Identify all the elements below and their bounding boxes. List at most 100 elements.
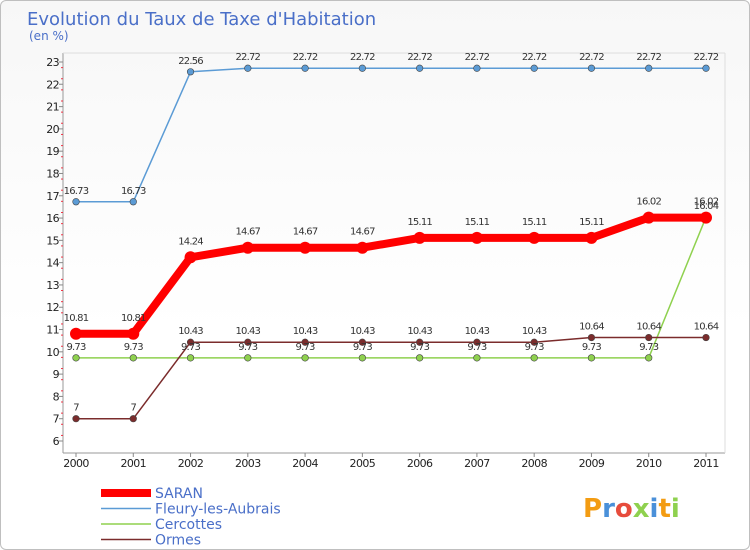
series-line-ormes [76,336,706,420]
data-label-fleury-les-aubrais: 22.72 [522,52,547,63]
data-label-ormes: 10.64 [636,322,661,333]
data-label-cercottes: 9.73 [467,342,487,353]
data-point-saran [528,231,541,244]
data-label-ormes: 7 [73,403,79,414]
data-label-cercottes: 9.73 [296,342,316,353]
data-point-cercottes [301,354,309,362]
data-label-ormes: 10.64 [694,322,719,333]
x-tick-label: 2004 [292,457,318,470]
data-point-cercottes [186,354,195,362]
y-tick-label: 6 [53,435,60,448]
legend-label-saran: SARAN [155,486,203,502]
y-tick-label: 11 [46,324,59,337]
chart-title: Evolution du Taux de Taxe d'Habitation [27,9,376,30]
data-label-fleury-les-aubrais: 16.73 [64,186,89,197]
data-point-cercottes [358,354,366,362]
logo-letter: r [602,494,615,524]
y-tick-label: 18 [46,167,59,180]
logo-letter: i [671,494,680,524]
data-label-cercottes: 9.73 [410,342,430,353]
legend-label-ormes: Ormes [155,533,201,549]
data-point-fleury-les-aubrais [301,64,309,72]
data-point-ormes [530,338,538,346]
data-label-saran: 10.81 [121,313,146,324]
x-tick-label: 2002 [178,457,204,470]
y-tick-label: 15 [46,234,59,247]
data-label-saran: 14.67 [235,227,260,238]
legend-label-fleury-les-aubrais: Fleury-les-Aubrais [155,502,281,518]
logo-letter: i [650,494,659,524]
data-label-saran: 14.67 [350,227,375,238]
data-label-fleury-les-aubrais: 22.72 [293,52,318,63]
data-point-ormes [587,333,596,342]
data-point-saran [470,231,483,244]
data-labels-layer: 10.81 10.81 14.24 14.67 14.67 14.67 15.11 15.11… [64,52,720,414]
data-point-fleury-les-aubrais [358,64,366,72]
data-point-cercottes [416,354,424,362]
data-point-saran [700,211,712,224]
data-point-cercottes [244,354,252,362]
data-label-saran: 15.11 [522,217,547,228]
data-label-ormes: 10.43 [465,326,490,337]
y-tick-label: 23 [46,56,59,69]
series-line-saran [76,213,706,338]
data-label-fleury-les-aubrais: 22.56 [178,56,203,67]
y-tick-label: 12 [46,301,59,314]
data-label-cercottes: 9.73 [639,342,659,353]
y-tick-label: 19 [46,145,59,158]
data-label-saran: 16.02 [636,197,661,208]
data-point-ormes [416,338,424,346]
x-tick-label: 2008 [521,457,547,470]
data-label-cercottes: 9.73 [582,342,602,353]
data-label-ormes: 7 [130,403,136,414]
x-tick-label: 2001 [120,457,146,470]
x-tick-label: 2000 [63,457,89,470]
y-tick-label: 16 [46,212,59,225]
data-label-cercottes: 9.73 [66,342,86,353]
data-point-saran [241,241,254,254]
data-point-ormes [645,333,653,342]
data-label-cercottes: 9.73 [124,342,144,353]
axes: 6 7 8 9 10 11 12 13 14 15 16 17 18 19 20 21 22 23 2000 2001… [46,52,726,470]
logo-letter: P [583,494,602,524]
data-label-cercottes: 9.73 [238,342,258,353]
x-tick-label: 2010 [636,457,662,470]
data-label-fleury-les-aubrais: 22.72 [579,52,604,63]
data-point-saran [413,231,426,244]
data-label-fleury-les-aubrais: 22.72 [235,52,260,63]
y-tick-label: 22 [46,78,59,91]
logo-letter: o [615,494,633,524]
data-label-saran: 15.11 [579,217,604,228]
x-tick-label: 2011 [693,457,719,470]
data-point-cercottes [72,354,80,362]
data-point-fleury-les-aubrais [129,198,137,206]
data-point-fleury-les-aubrais [244,64,252,72]
data-point-fleury-les-aubrais [416,64,424,72]
data-point-cercottes [530,354,538,362]
data-point-saran [70,327,82,340]
chart-ylabel: (en %) [29,29,69,43]
data-point-fleury-les-aubrais [645,64,653,72]
data-point-ormes [72,415,80,423]
x-tick-label: 2009 [579,457,605,470]
data-point-fleury-les-aubrais [530,64,538,72]
data-label-saran: 15.11 [465,217,490,228]
data-label-ormes: 10.43 [178,326,203,337]
x-tick-label: 2003 [235,457,261,470]
data-point-fleury-les-aubrais [702,64,710,72]
data-label-cercottes: 9.73 [353,342,373,353]
data-label-ormes: 10.43 [235,326,260,337]
data-point-fleury-les-aubrais [186,68,195,76]
logo-letter: x [633,494,650,524]
data-point-ormes [358,338,366,346]
series-line-fleury-les-aubrais [76,67,706,203]
proxiti-logo: Proxiti [583,494,680,524]
data-point-fleury-les-aubrais [587,64,596,72]
data-point-ormes [129,415,137,423]
data-label-cercottes: 9.73 [525,342,545,353]
series-line-cercottes [76,216,707,359]
data-point-saran [585,231,598,244]
data-point-cercottes [473,354,481,362]
